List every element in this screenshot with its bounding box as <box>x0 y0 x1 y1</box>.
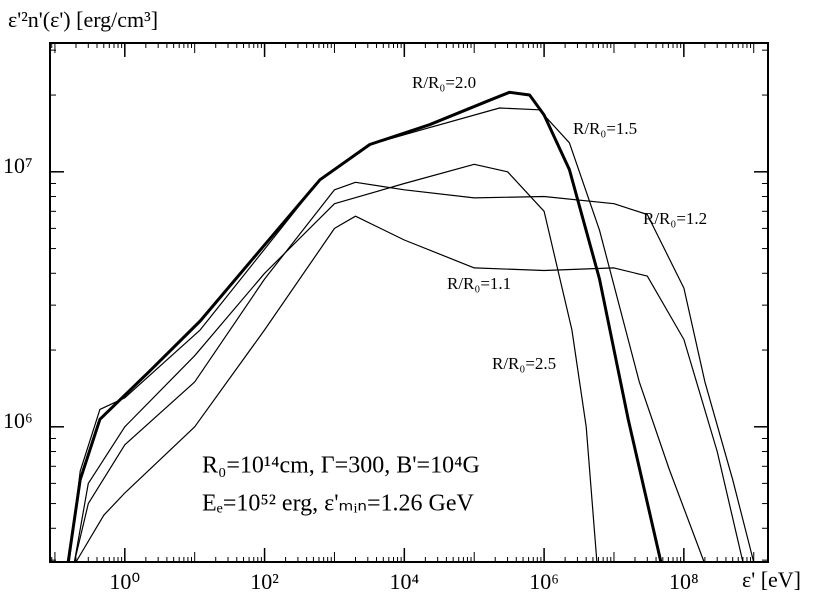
y-axis-label: ε'²n'(ε') [erg/cm³] <box>8 7 158 32</box>
x-tick-label: 10² <box>250 569 279 594</box>
x-axis-label: ε' [eV] <box>742 567 801 592</box>
y-tick-label: 10⁷ <box>3 153 33 178</box>
x-tick-label: 10⁴ <box>389 569 419 594</box>
series-label: R/R₀=1.1 <box>447 274 511 293</box>
annotation: R₀=10¹⁴cm, Γ=300, B'=10⁴G <box>202 453 480 479</box>
x-tick-label: 10⁰ <box>109 569 140 594</box>
series-label: R/R₀=1.2 <box>643 209 707 228</box>
series-line <box>66 90 663 563</box>
series-line <box>73 181 755 563</box>
series-label: R/R₀=2.0 <box>412 73 476 92</box>
y-tick-label: 10⁶ <box>3 408 33 433</box>
series-line <box>75 215 744 563</box>
plot-frame <box>49 42 769 563</box>
series-label: R/R₀=1.5 <box>573 119 637 138</box>
series-line <box>68 107 705 563</box>
x-tick-label: 10⁶ <box>529 569 559 594</box>
series-line <box>73 163 598 563</box>
x-tick-label: 10⁸ <box>669 569 699 594</box>
series-label: R/R₀=2.5 <box>492 354 556 373</box>
annotation: Eₑ=10⁵² erg, ε'ₘᵢₙ=1.26 GeV <box>202 491 474 517</box>
